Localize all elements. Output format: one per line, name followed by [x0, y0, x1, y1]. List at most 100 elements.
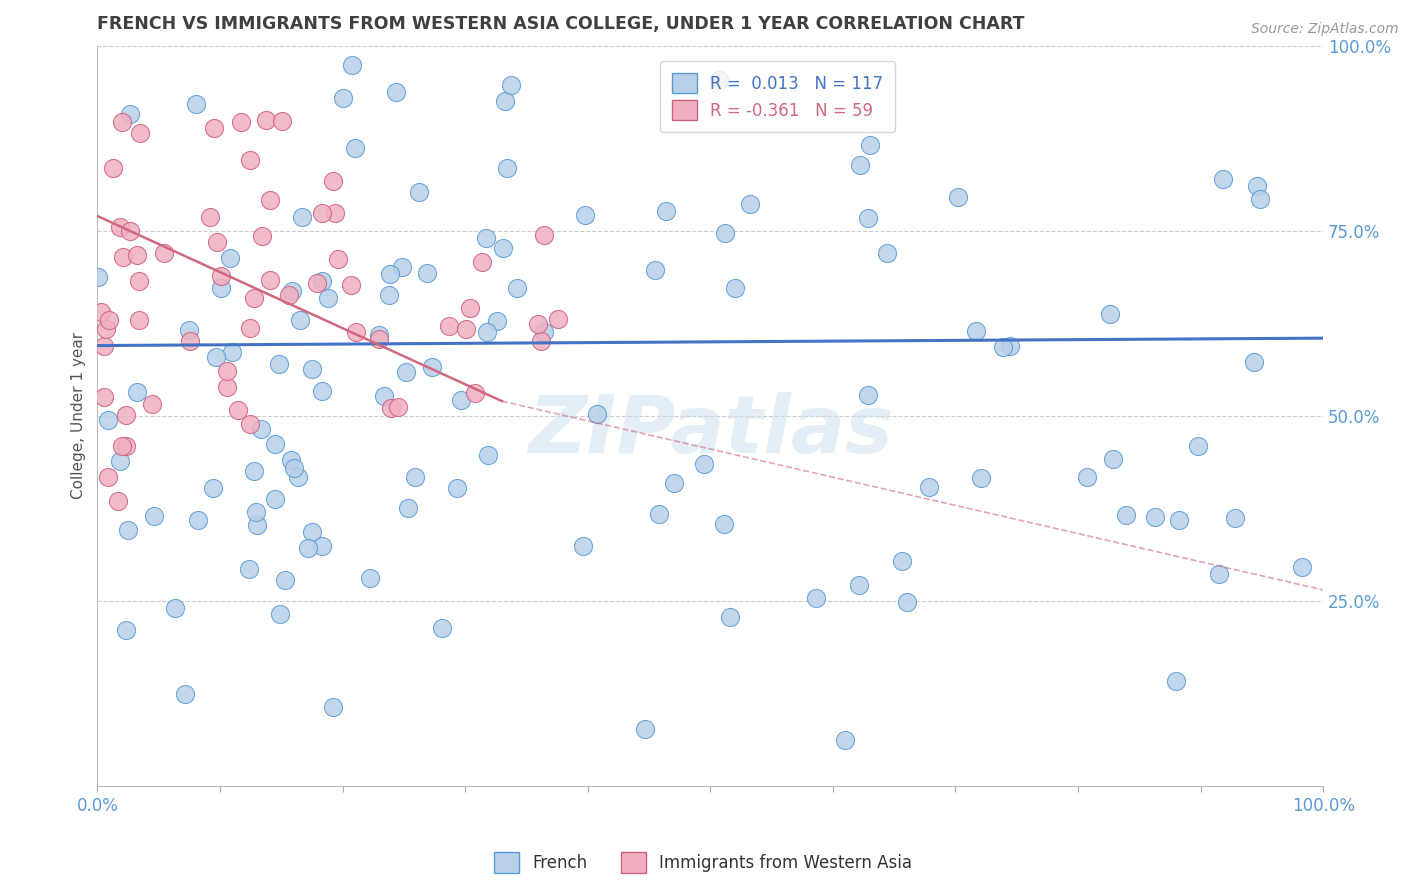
Point	[464, 386, 486, 401]
Point	[970, 471, 993, 485]
Point	[430, 621, 453, 635]
Point	[533, 227, 555, 242]
Point	[1291, 560, 1313, 574]
Point	[111, 115, 134, 129]
Point	[107, 494, 129, 508]
Point	[571, 539, 593, 553]
Point	[117, 523, 139, 537]
Point	[395, 365, 418, 379]
Point	[112, 250, 135, 264]
Point	[1164, 673, 1187, 688]
Point	[662, 475, 685, 490]
Point	[456, 322, 478, 336]
Point	[458, 301, 481, 315]
Point	[152, 246, 174, 260]
Point	[714, 226, 737, 240]
Point	[217, 364, 239, 378]
Point	[93, 390, 115, 404]
Point	[496, 161, 519, 175]
Point	[368, 332, 391, 346]
Point	[129, 126, 152, 140]
Point	[245, 505, 267, 519]
Point	[918, 480, 941, 494]
Point	[328, 252, 350, 266]
Point	[297, 541, 319, 555]
Point	[187, 513, 209, 527]
Point	[494, 94, 516, 108]
Point	[97, 313, 120, 327]
Point	[93, 338, 115, 352]
Point	[226, 403, 249, 417]
Point	[1101, 451, 1123, 466]
Point	[322, 700, 344, 714]
Point	[291, 211, 314, 225]
Point	[269, 607, 291, 622]
Point	[274, 573, 297, 587]
Point	[450, 393, 472, 408]
Point	[437, 318, 460, 333]
Point	[332, 90, 354, 104]
Point	[834, 733, 856, 747]
Point	[896, 595, 918, 609]
Point	[174, 687, 197, 701]
Point	[506, 281, 529, 295]
Point	[311, 205, 333, 219]
Point	[965, 324, 987, 338]
Point	[108, 219, 131, 234]
Point	[634, 722, 657, 736]
Point	[325, 206, 347, 220]
Point	[270, 113, 292, 128]
Point	[250, 228, 273, 243]
Point	[740, 196, 762, 211]
Point	[283, 461, 305, 475]
Legend: French, Immigrants from Western Asia: French, Immigrants from Western Asia	[488, 846, 918, 880]
Point	[239, 417, 262, 432]
Point	[267, 357, 290, 371]
Point	[179, 334, 201, 349]
Point	[254, 112, 277, 127]
Point	[527, 317, 550, 331]
Point	[380, 401, 402, 416]
Point	[848, 577, 870, 591]
Point	[201, 481, 224, 495]
Point	[90, 305, 112, 319]
Point	[280, 284, 302, 298]
Point	[501, 78, 523, 93]
Point	[322, 174, 344, 188]
Point	[128, 313, 150, 327]
Point	[340, 58, 363, 72]
Point	[108, 453, 131, 467]
Point	[1212, 171, 1234, 186]
Point	[114, 623, 136, 637]
Point	[1246, 179, 1268, 194]
Point	[998, 339, 1021, 353]
Point	[804, 591, 827, 605]
Point	[1208, 566, 1230, 581]
Point	[115, 439, 138, 453]
Point	[891, 553, 914, 567]
Point	[186, 97, 208, 112]
Point	[485, 313, 508, 327]
Point	[198, 210, 221, 224]
Point	[103, 161, 125, 176]
Point	[318, 292, 340, 306]
Point	[876, 245, 898, 260]
Point	[143, 509, 166, 524]
Point	[477, 449, 499, 463]
Point	[128, 274, 150, 288]
Point	[263, 436, 285, 450]
Point	[1143, 510, 1166, 524]
Point	[420, 359, 443, 374]
Point	[377, 288, 399, 302]
Y-axis label: College, Under 1 year: College, Under 1 year	[72, 333, 86, 500]
Point	[1243, 355, 1265, 369]
Point	[713, 516, 735, 531]
Point	[238, 562, 260, 576]
Point	[340, 278, 363, 293]
Point	[221, 345, 243, 359]
Point	[946, 190, 969, 204]
Point	[475, 231, 498, 245]
Point	[218, 251, 240, 265]
Point	[724, 281, 747, 295]
Point	[720, 609, 742, 624]
